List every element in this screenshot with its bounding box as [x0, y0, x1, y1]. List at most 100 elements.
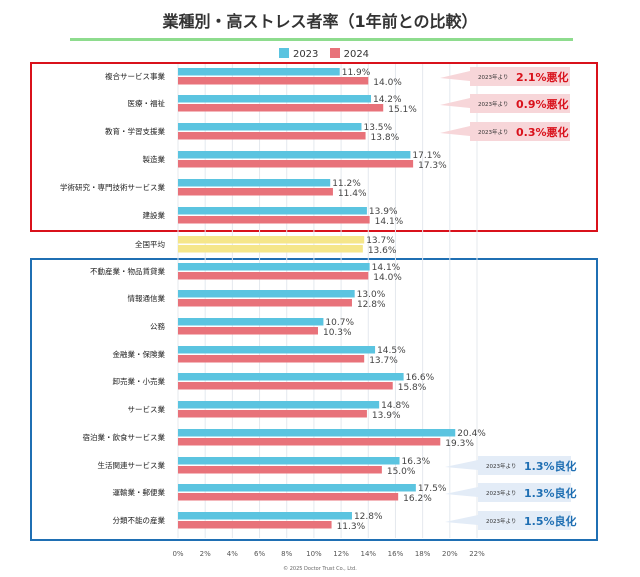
value-label-2023: 11.9% — [342, 68, 371, 78]
category-label: 教育・学習支援業 — [105, 126, 165, 136]
annotation-box — [470, 67, 570, 86]
bar-2023 — [178, 236, 365, 244]
legend-label-2024: 2024 — [343, 49, 370, 60]
value-label-2024: 15.8% — [398, 383, 427, 393]
value-label-2024: 13.8% — [371, 133, 400, 143]
bar-2024 — [178, 77, 369, 85]
category-label: 学術研究・専門技術サービス業 — [60, 182, 165, 192]
callout-pointer — [445, 515, 478, 525]
title-underline — [70, 38, 573, 41]
bar-2023 — [178, 512, 352, 520]
value-label-2024: 14.1% — [375, 217, 404, 227]
value-label-2023: 12.8% — [354, 512, 383, 522]
annotation-prefix: 2023年より — [478, 73, 508, 81]
value-label-2024: 12.8% — [357, 300, 386, 310]
category-label: 医療・福祉 — [128, 98, 166, 108]
value-label-2023: 16.3% — [402, 457, 431, 467]
category-label: 生活関連サービス業 — [98, 460, 166, 470]
value-label-2023: 13.0% — [357, 290, 386, 300]
value-label-2023: 16.6% — [406, 373, 435, 383]
value-label-2024: 14.0% — [373, 273, 402, 283]
callout-pointer — [440, 98, 470, 108]
copyright: © 2025 Doctor Trust Co., Ltd. — [283, 566, 357, 572]
category-label: サービス業 — [128, 404, 166, 414]
bar-2024 — [178, 493, 399, 501]
legend-swatch-2023 — [278, 48, 289, 58]
value-label-2023: 13.9% — [369, 207, 398, 217]
category-label: 運輸業・郵便業 — [113, 487, 166, 497]
bar-2024 — [178, 188, 333, 196]
value-label-2023: 14.8% — [381, 401, 410, 411]
value-label-2023: 17.5% — [418, 484, 447, 494]
value-label-2024: 15.1% — [388, 105, 417, 115]
category-label: 建設業 — [143, 210, 166, 220]
x-tick-label: 12% — [333, 550, 349, 558]
annotation-value: 1.3%良化 — [524, 459, 577, 473]
bar-2024 — [178, 438, 441, 446]
value-label-2024: 14.0% — [373, 78, 402, 88]
bar-2023 — [178, 484, 416, 492]
x-tick-label: 10% — [306, 550, 322, 558]
annotation-value: 0.3%悪化 — [516, 125, 569, 139]
value-label-2024: 11.4% — [338, 189, 367, 199]
bar-2023 — [178, 68, 340, 76]
x-tick-label: 6% — [254, 550, 265, 558]
value-label-2023: 13.7% — [366, 236, 395, 246]
value-label-2024: 16.2% — [403, 494, 432, 504]
x-tick-label: 0% — [172, 550, 183, 558]
value-label-2023: 14.2% — [373, 95, 402, 105]
category-label: 複合サービス事業 — [105, 71, 165, 81]
bar-2024 — [178, 132, 366, 140]
bar-2024 — [178, 410, 367, 418]
bar-2024 — [178, 216, 370, 224]
value-label-2024: 13.9% — [372, 411, 401, 421]
value-label-2023: 11.2% — [332, 179, 361, 189]
annotation-prefix: 2023年より — [478, 128, 508, 136]
bar-2024 — [178, 299, 352, 307]
value-label-2023: 14.1% — [372, 263, 401, 273]
bar-2023 — [178, 401, 380, 409]
x-tick-label: 8% — [281, 550, 292, 558]
annotation-value: 2.1%悪化 — [516, 70, 569, 84]
chart-title: 業種別・高ストレス者率（1年前との比較） — [162, 12, 478, 31]
category-label: 製造業 — [143, 154, 166, 164]
bar-2023 — [178, 151, 411, 159]
value-label-2023: 20.4% — [457, 429, 486, 439]
category-label: 公務 — [150, 321, 165, 331]
annotation-box — [470, 122, 570, 141]
value-label-2023: 14.5% — [377, 346, 406, 356]
value-label-2024: 17.3% — [418, 161, 447, 171]
annotation-prefix: 2023年より — [478, 100, 508, 108]
callout-pointer — [440, 71, 470, 81]
annotation-prefix: 2023年より — [486, 489, 516, 497]
bar-2023 — [178, 290, 355, 298]
value-label-2023: 13.5% — [363, 123, 392, 133]
annotation-box — [478, 456, 571, 475]
bar-2023 — [178, 263, 370, 271]
legend: 2023 2024 — [0, 48, 640, 60]
bar-2023 — [178, 95, 371, 103]
bar-2024 — [178, 355, 365, 363]
bar-2023 — [178, 318, 324, 326]
bar-2024 — [178, 160, 414, 168]
x-tick-label: 2% — [200, 550, 211, 558]
annotation-box — [470, 94, 570, 113]
value-label-2024: 13.6% — [368, 246, 397, 256]
bar-2023 — [178, 179, 331, 187]
bar-2023 — [178, 373, 404, 381]
bar-2023 — [178, 207, 367, 215]
x-tick-label: 18% — [415, 550, 431, 558]
value-label-2024: 10.3% — [323, 328, 352, 338]
value-label-2024: 11.3% — [337, 522, 366, 532]
category-label: 宿泊業・飲食サービス業 — [83, 432, 166, 442]
bar-2023 — [178, 123, 362, 131]
category-label: 分類不能の産業 — [113, 515, 166, 525]
x-tick-label: 22% — [469, 550, 485, 558]
annotation-value: 1.5%良化 — [524, 514, 577, 528]
bar-2024 — [178, 382, 393, 390]
x-tick-label: 4% — [227, 550, 238, 558]
value-label-2023: 17.1% — [412, 151, 441, 161]
bar-2023 — [178, 346, 376, 354]
annotation-prefix: 2023年より — [486, 462, 516, 470]
